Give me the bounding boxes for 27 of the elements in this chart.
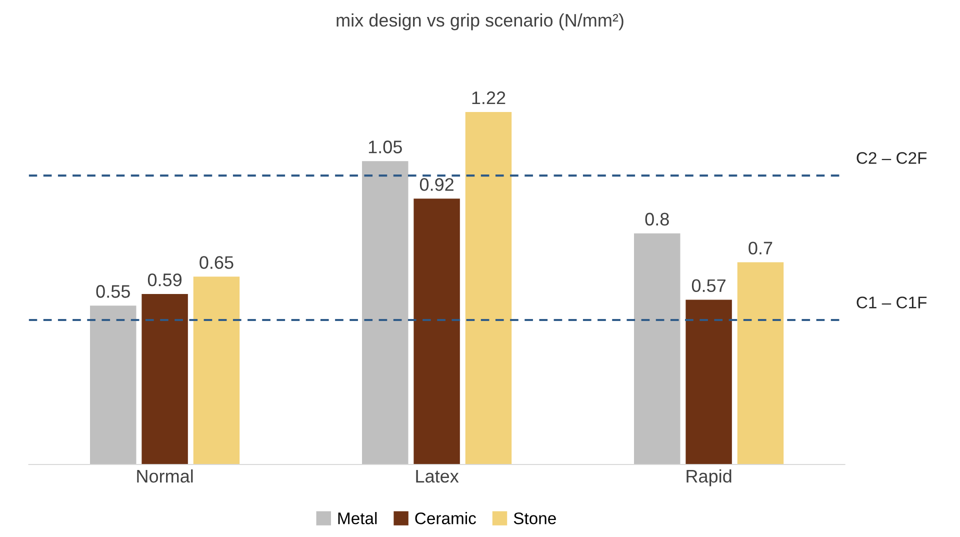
bar (193, 276, 240, 465)
data-label: 0.8 (645, 212, 669, 226)
data-label: 0.55 (96, 285, 130, 298)
x-tick-label: Normal (137, 469, 193, 483)
bar (142, 294, 188, 465)
bar (686, 300, 732, 465)
data-label: 0.65 (200, 256, 234, 269)
x-tick-label: Latex (416, 470, 459, 483)
ref-line-label: C1 – C1F (856, 296, 927, 308)
data-label: 0.59 (148, 273, 182, 286)
legend-label: Ceramic (415, 512, 476, 524)
chart-title: mix design vs grip scenario (N/mm²) (336, 13, 624, 30)
bar (737, 262, 784, 465)
legend-label: Metal (338, 512, 377, 524)
x-tick-label: Rapid (686, 469, 732, 486)
bar (465, 112, 512, 465)
bar (414, 198, 460, 465)
data-label: 0.57 (692, 279, 726, 292)
data-label: 0.92 (420, 178, 454, 191)
data-label: 0.7 (748, 242, 772, 254)
legend-label: Stone (514, 512, 556, 524)
bar (90, 306, 136, 465)
data-label: 1.22 (472, 91, 506, 104)
bar (634, 233, 680, 465)
data-label: 1.05 (368, 140, 402, 154)
ref-line-label: C2 – C2F (856, 152, 927, 164)
bar (362, 161, 408, 465)
